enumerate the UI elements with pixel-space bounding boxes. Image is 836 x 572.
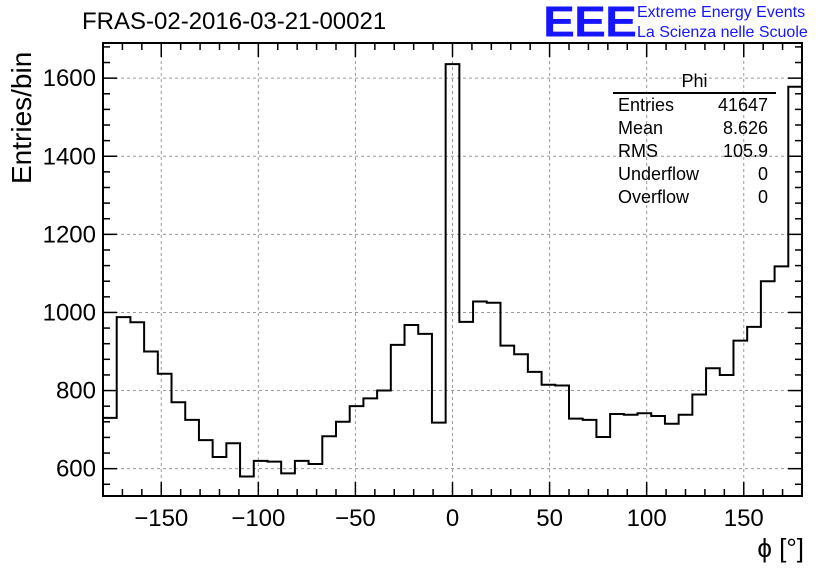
y-tick-label: 600	[56, 456, 96, 483]
x-tick-label: 0	[446, 505, 459, 532]
x-tick-label: 50	[536, 505, 563, 532]
x-axis-label: ϕ [°]	[757, 533, 804, 563]
logo-line-1: Extreme Energy Events	[637, 4, 806, 21]
x-tick-label: −150	[134, 505, 188, 532]
x-tick-label: 150	[724, 505, 764, 532]
stats-value: 105.9	[722, 141, 768, 161]
stats-label: Underflow	[618, 164, 700, 184]
stats-value: 0	[757, 187, 768, 207]
y-axis-label: Entries/bin	[6, 51, 37, 184]
x-tick-label: −50	[335, 505, 376, 532]
stats-row-rms: RMS 105.9	[610, 140, 776, 163]
logo-line-2: La Scienza nelle Scuole	[637, 24, 808, 41]
histogram-line	[103, 63, 802, 478]
stats-label: Entries	[618, 95, 675, 115]
y-tick-label: 1400	[43, 143, 96, 170]
y-tick-label: 1600	[43, 65, 96, 92]
stats-row-entries: Entries 41647	[610, 94, 776, 117]
stats-row-mean: Mean 8.626	[610, 117, 776, 140]
stats-header: Phi	[613, 70, 776, 94]
y-tick-label: 1000	[43, 299, 96, 326]
y-tick-label: 1200	[43, 221, 96, 248]
x-tick-label: −100	[231, 505, 285, 532]
stats-value: 8.626	[722, 118, 768, 138]
stats-box: Phi Entries 41647 Mean 8.626 RMS 105.9 U…	[610, 70, 776, 209]
stats-value: 0	[757, 164, 768, 184]
eee-logo: EEE	[543, 0, 637, 47]
stats-label: RMS	[618, 141, 658, 161]
x-tick-label: 100	[627, 505, 667, 532]
stats-row-overflow: Overflow 0	[610, 186, 776, 209]
stats-value: 41647	[717, 95, 768, 115]
stats-row-underflow: Underflow 0	[610, 163, 776, 186]
chart-title: FRAS-02-2016-03-21-00021	[82, 8, 387, 35]
stats-label: Overflow	[618, 187, 690, 207]
y-tick-label: 800	[56, 378, 96, 405]
stats-label: Mean	[618, 118, 664, 138]
